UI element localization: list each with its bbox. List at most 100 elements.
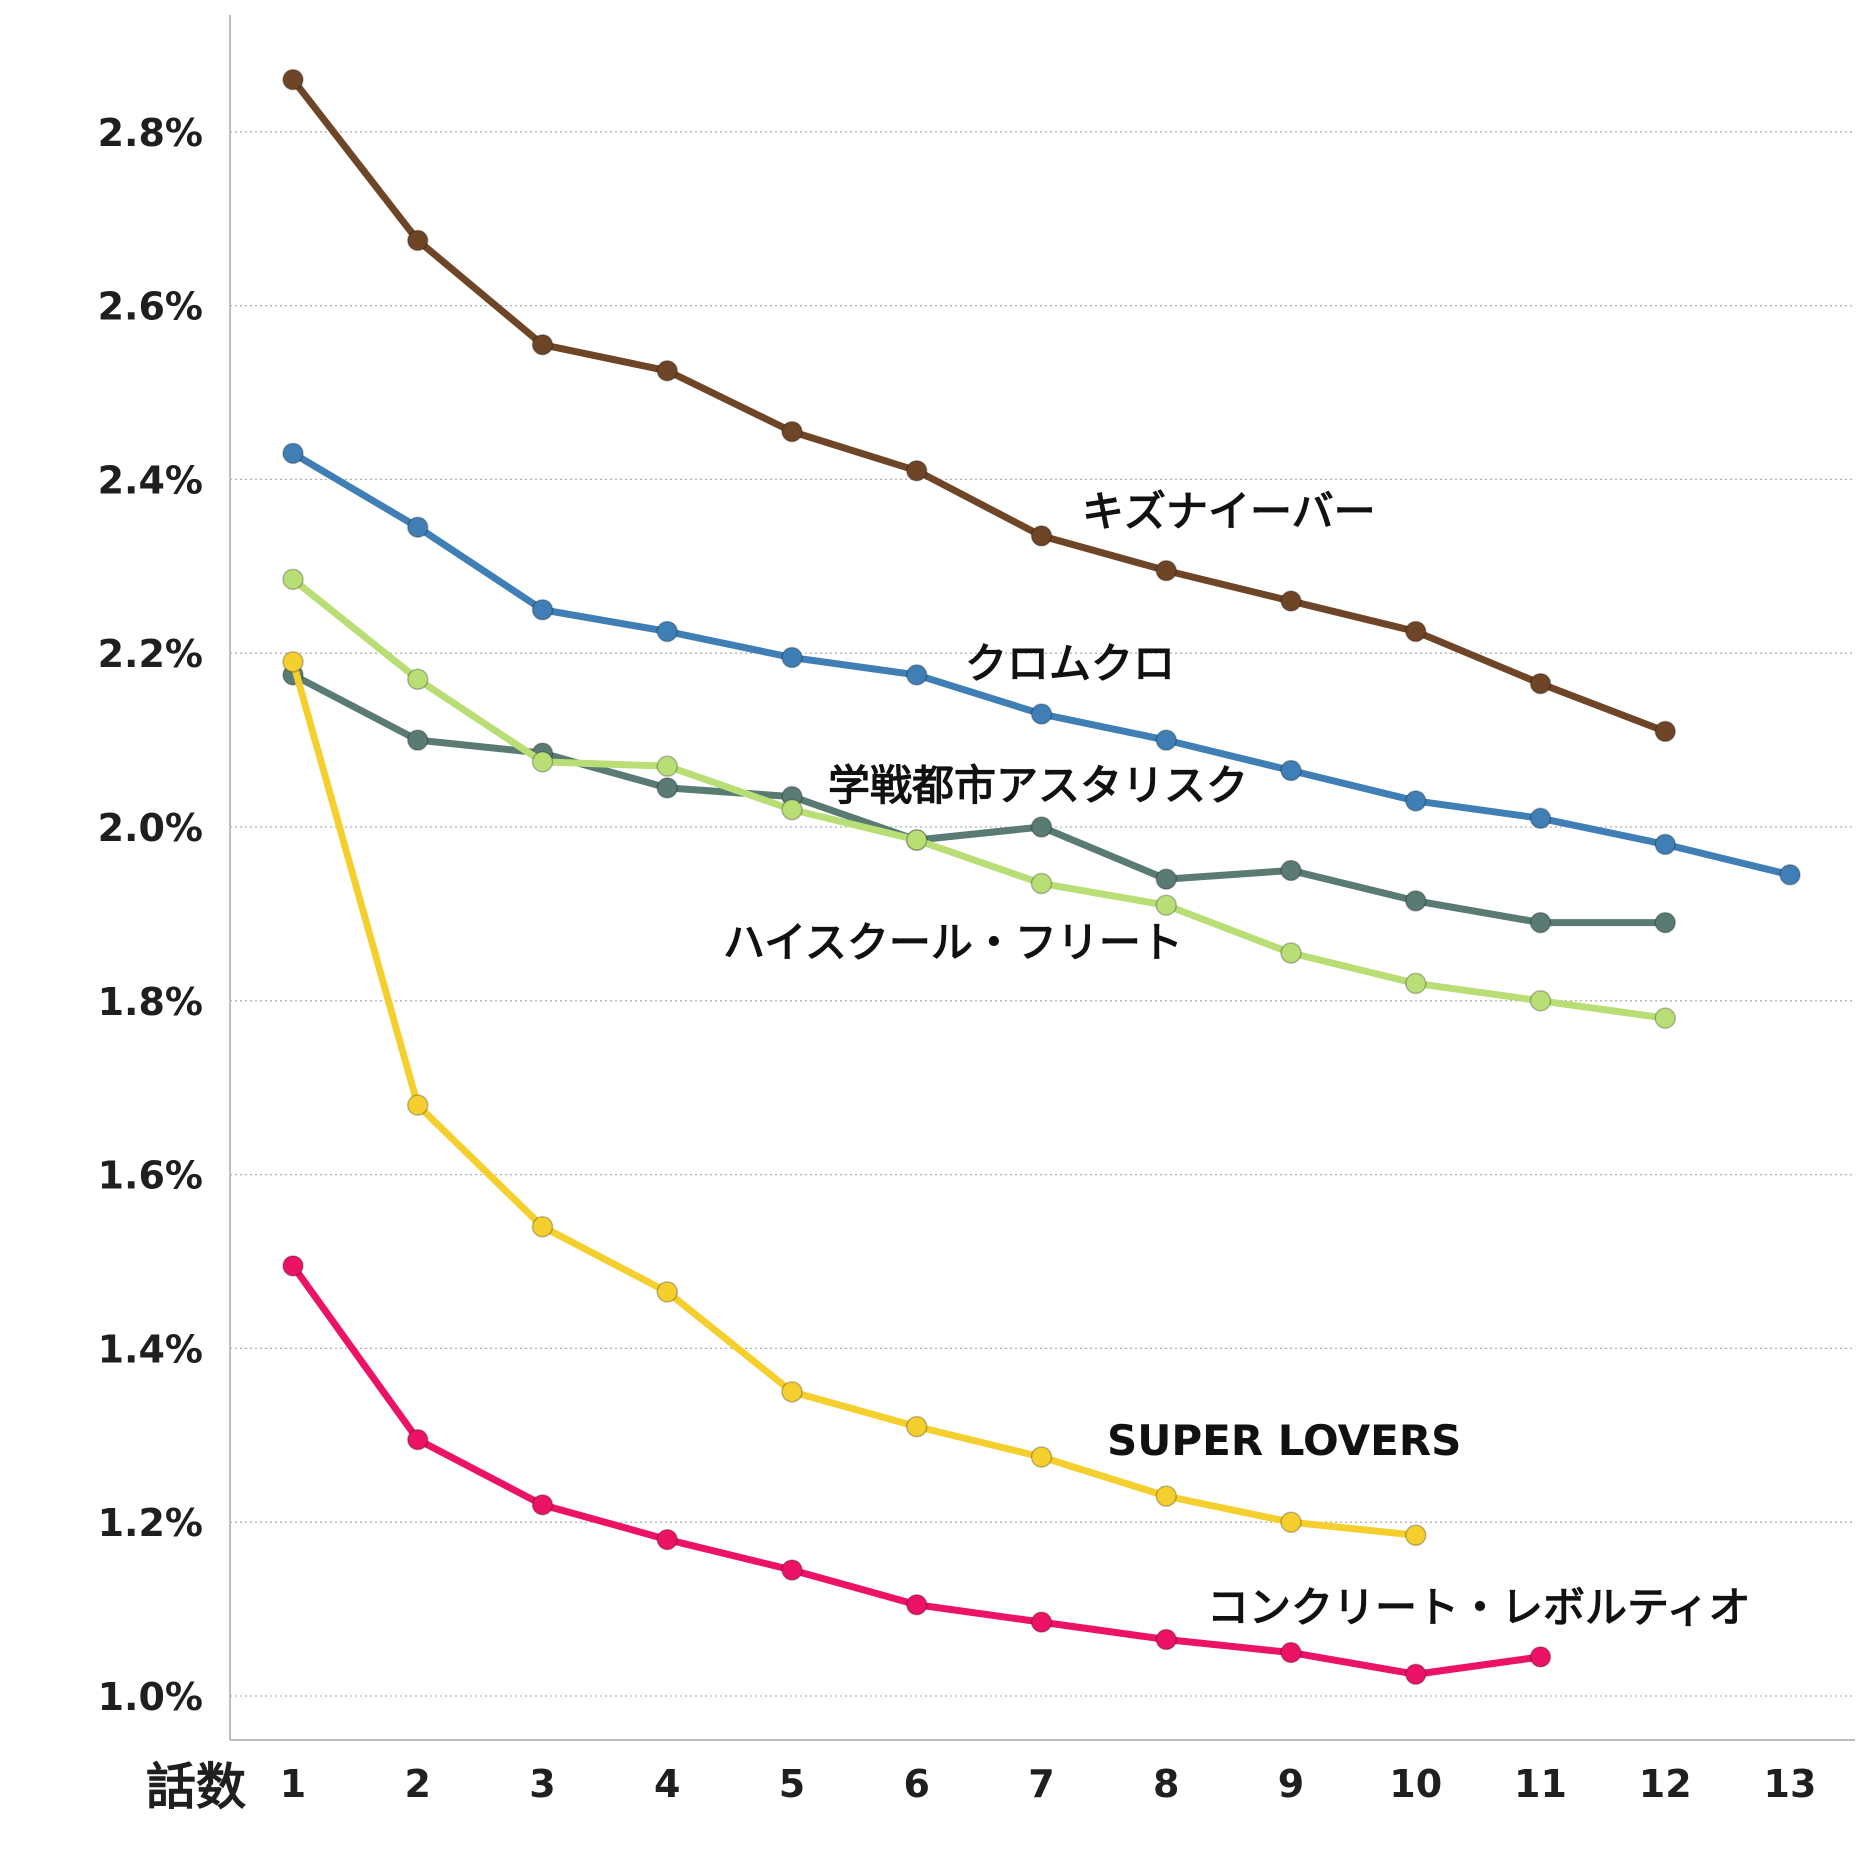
data-point	[1030, 525, 1053, 547]
data-point	[906, 459, 928, 482]
data-point	[1654, 911, 1676, 934]
data-point	[1155, 559, 1177, 582]
data-point	[1280, 590, 1302, 612]
data-point	[781, 420, 803, 443]
data-point	[906, 664, 928, 686]
data-point	[656, 777, 678, 799]
y-tick-label: 2.2%	[98, 632, 203, 676]
x-tick-label: 10	[1389, 1762, 1442, 1806]
data-point	[531, 599, 554, 621]
data-point	[407, 1094, 429, 1116]
data-point	[906, 829, 928, 851]
data-point	[781, 798, 803, 821]
axes	[229, 15, 1855, 1741]
data-point	[1405, 620, 1427, 643]
data-point	[282, 1255, 304, 1277]
data-point	[781, 646, 803, 669]
data-point	[1405, 1663, 1427, 1686]
data-point	[531, 333, 554, 356]
data-point	[407, 668, 429, 691]
data-point	[1155, 729, 1177, 751]
data-point	[531, 1215, 554, 1238]
data-point	[407, 516, 429, 538]
y-tick-label: 2.6%	[98, 285, 203, 329]
data-point	[906, 1415, 928, 1438]
y-tick-label: 2.4%	[98, 458, 203, 502]
data-point	[1654, 1007, 1676, 1029]
data-point	[1280, 1641, 1302, 1664]
data-point	[1280, 942, 1302, 964]
data-point	[1654, 720, 1676, 743]
x-tick-label: 13	[1764, 1762, 1817, 1806]
y-tick-label: 2.8%	[98, 111, 203, 155]
series-label: ハイスクール・フリート	[723, 918, 1183, 967]
x-tick-label: 4	[654, 1762, 680, 1806]
y-tick-label: 1.6%	[98, 1154, 203, 1198]
series-1	[282, 68, 1676, 743]
series-line	[289, 76, 1669, 735]
x-tick-label: 9	[1278, 1762, 1304, 1806]
data-point	[1280, 759, 1302, 782]
x-tick-label: 11	[1514, 1762, 1567, 1806]
data-point	[1405, 890, 1427, 912]
data-point	[1280, 859, 1302, 882]
series-6	[282, 1255, 1552, 1686]
data-point	[531, 1494, 554, 1516]
series-4	[282, 568, 1676, 1029]
data-point	[407, 729, 429, 751]
data-point	[1654, 833, 1676, 856]
x-tick-label: 1	[280, 1762, 306, 1806]
data-point	[1280, 1511, 1302, 1533]
data-point	[781, 1559, 803, 1581]
series-label: 学戦都市アスタリスク	[828, 761, 1248, 810]
data-point	[1529, 807, 1552, 830]
x-tick-label: 2	[405, 1762, 431, 1806]
data-point	[1030, 1611, 1053, 1633]
x-tick-label: 12	[1639, 1762, 1692, 1806]
x-tick-label: 7	[1028, 1762, 1054, 1806]
data-point	[656, 1281, 678, 1303]
series-lines	[282, 68, 1801, 1686]
data-point	[781, 1381, 803, 1403]
y-tick-label: 1.4%	[98, 1327, 203, 1371]
data-point	[282, 442, 304, 465]
y-tick-labels: 1.0% 1.2% 1.4% 1.6% 1.8% 2.0% 2.2% 2.4% 2.6% 2.8%	[98, 111, 203, 1719]
data-point	[1155, 1628, 1177, 1651]
series-label: キズナイーバー	[1082, 487, 1376, 536]
y-tick-label: 1.2%	[98, 1501, 203, 1545]
data-point	[1030, 816, 1053, 838]
data-point	[1405, 790, 1427, 812]
data-point	[1529, 911, 1552, 934]
x-axis-title: 話数	[146, 1758, 246, 1816]
data-point	[656, 620, 678, 643]
data-point	[1529, 990, 1552, 1012]
data-point	[1529, 672, 1552, 695]
series-line	[289, 658, 1420, 1539]
y-tick-label: 2.0%	[98, 806, 203, 850]
data-point	[1155, 1485, 1177, 1507]
data-point	[656, 360, 678, 382]
data-point	[282, 651, 304, 673]
series-label: SUPER LOVERS	[1107, 1416, 1461, 1465]
data-point	[656, 755, 678, 777]
data-point	[1030, 1446, 1053, 1468]
data-point	[1529, 1646, 1552, 1668]
y-tick-label: 1.8%	[98, 980, 203, 1024]
data-point	[656, 1528, 678, 1551]
x-tick-labels: 1 2 3 4 5 6 7 8 9 10 11 12 13	[280, 1762, 1817, 1806]
series-line	[289, 575, 1669, 1022]
data-point	[1405, 972, 1427, 995]
data-point	[1155, 894, 1177, 916]
data-point	[906, 1594, 928, 1616]
series-label: クロムクロ	[965, 639, 1175, 688]
x-tick-label: 5	[779, 1762, 805, 1806]
data-point	[282, 568, 304, 591]
data-point	[407, 1428, 429, 1451]
data-point	[407, 229, 429, 252]
data-point	[1405, 1524, 1427, 1546]
data-point	[282, 68, 304, 91]
data-point	[1779, 864, 1801, 886]
data-point	[1155, 868, 1177, 890]
